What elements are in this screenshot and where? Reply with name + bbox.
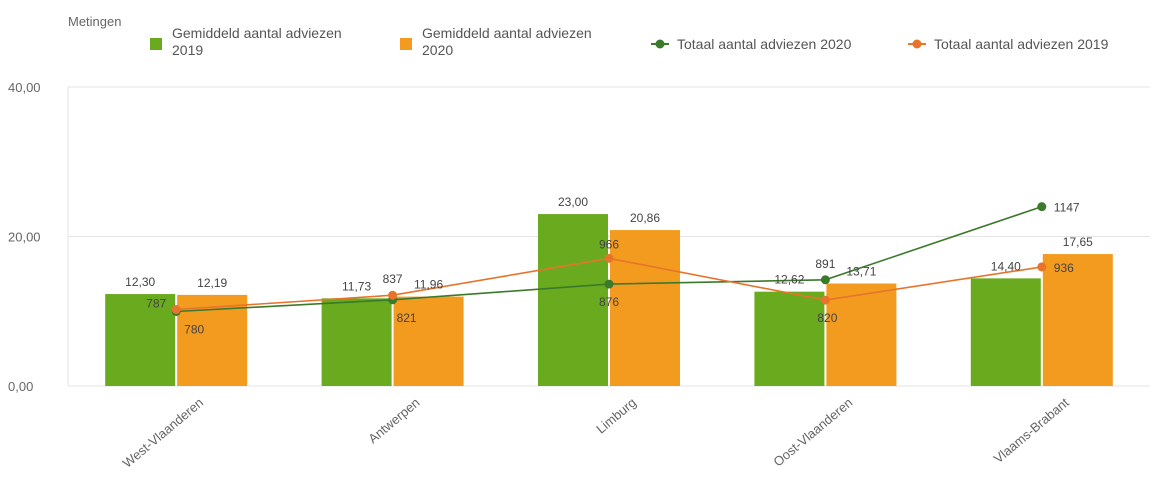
bar-value-label: 11,73 [342, 279, 371, 293]
bar-value-label: 20,86 [630, 211, 660, 225]
x-tick-label: Oost-Vlaanderen [770, 395, 855, 470]
line-value-label: 876 [599, 295, 619, 309]
y-tick-label: 40,00 [8, 80, 41, 95]
bar [105, 294, 176, 386]
legend-swatch [150, 38, 162, 50]
y-tick-label: 0,00 [8, 379, 33, 394]
bar [321, 298, 392, 386]
legend-label: 2020 [422, 42, 453, 58]
line-point [388, 290, 398, 300]
line-point [820, 295, 830, 305]
line-value-label: 1147 [1054, 201, 1080, 215]
bar [754, 291, 825, 386]
bar [826, 283, 897, 386]
data-labels: 12,30 11,73 23,00 12,62 14,40 12,19 11,96 20,86… [125, 195, 1093, 336]
line-value-label: 820 [817, 311, 837, 325]
y-tick-label: 20,00 [8, 230, 41, 245]
line-value-label: 837 [383, 272, 403, 286]
x-axis: West-Vlaanderen Antwerpen Limburg Oost-Vlaa… [120, 395, 1072, 471]
legend-label: 2019 [172, 42, 203, 58]
x-tick-label: West-Vlaanderen [120, 395, 206, 471]
x-tick-label: Limburg [593, 395, 639, 437]
bar-value-label: 17,65 [1063, 235, 1093, 249]
bar [393, 296, 464, 386]
line-value-label: 780 [184, 323, 204, 337]
line-point [604, 253, 614, 263]
line-value-label: 891 [815, 257, 835, 271]
line-value-label: 966 [599, 237, 619, 251]
bar-value-label: 11,96 [414, 278, 443, 292]
legend-label: Totaal aantal adviezen 2019 [934, 36, 1109, 52]
bar [970, 278, 1041, 386]
line-point [820, 275, 830, 285]
bar-value-label: 23,00 [558, 195, 588, 209]
legend-swatch [400, 38, 412, 50]
line-point [1037, 202, 1047, 212]
bar [610, 230, 680, 386]
legend-marker [912, 39, 922, 49]
bar-value-label: 13,71 [846, 265, 876, 279]
bars [105, 214, 1113, 386]
line-value-label: 787 [146, 297, 166, 311]
bar [538, 214, 608, 386]
lines [171, 202, 1047, 316]
legend-label: Totaal aantal adviezen 2020 [677, 36, 852, 52]
grid [67, 86, 1150, 387]
legend-label: Gemiddeld aantal adviezen [172, 25, 342, 41]
x-tick-label: Antwerpen [365, 395, 422, 446]
y-axis: 0,00 20,00 40,00 [8, 80, 41, 394]
legend-marker [655, 39, 665, 49]
line-point [604, 279, 614, 289]
bar-value-label: 12,30 [125, 275, 155, 289]
line-value-label: 821 [397, 311, 417, 325]
bar-value-label: 12,19 [197, 276, 227, 290]
legend-label: Gemiddeld aantal adviezen [422, 25, 592, 41]
line-point [171, 305, 181, 315]
bar-value-label: 12,62 [774, 273, 804, 287]
legend-title: Metingen [68, 14, 121, 29]
line-point [1037, 262, 1047, 272]
x-tick-label: Vlaams-Brabant [991, 395, 1072, 467]
line-value-label: 936 [1054, 261, 1074, 275]
bar-value-label: 14,40 [991, 259, 1021, 273]
bar [1042, 254, 1113, 386]
